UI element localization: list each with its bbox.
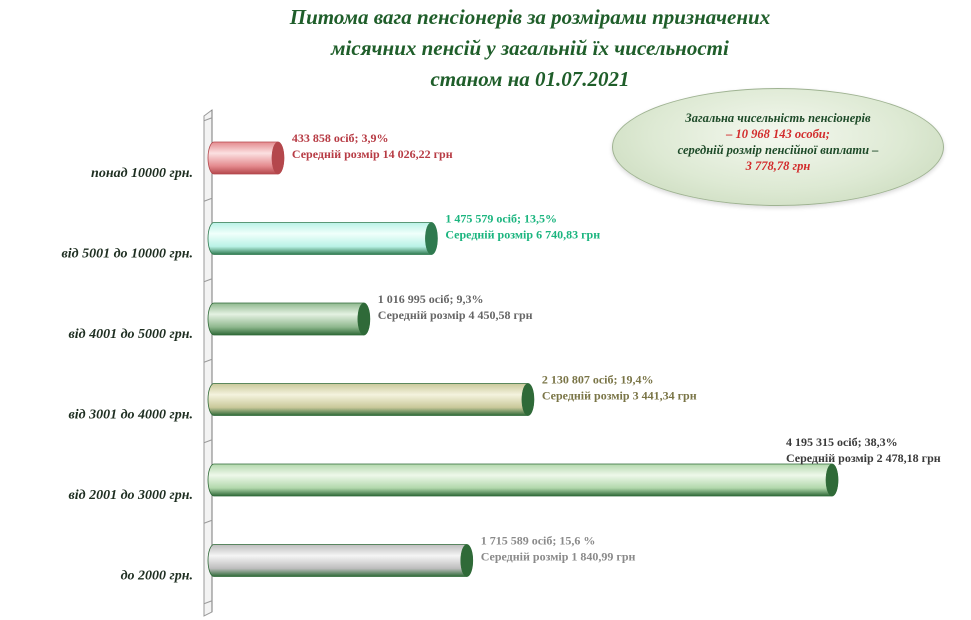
summary-average-label: середній розмір пенсійної виплати – — [677, 143, 879, 157]
data-label-average: Середній розмір 14 026,22 грн — [292, 147, 453, 161]
summary-ellipse: Загальна чисельність пенсіонерів – 10 96… — [612, 88, 944, 206]
data-label-count: 1 715 589 осіб; 15,6 % — [481, 534, 596, 548]
axis-tick — [203, 519, 213, 524]
bar-4 — [207, 463, 839, 497]
data-label-average: Середній розмір 2 478,18 грн — [786, 451, 941, 465]
bar-2 — [207, 302, 371, 336]
bar-cap-5 — [460, 544, 473, 577]
data-label-count: 1 016 995 осіб; 9,3% — [378, 292, 484, 306]
data-label-count: 2 130 807 осіб; 19,4% — [542, 373, 654, 387]
data-label-average: Середній розмір 4 450,58 грн — [378, 308, 533, 322]
bar-cap-4 — [825, 463, 839, 497]
data-label-average: Середній розмір 1 840,99 грн — [481, 550, 636, 564]
chart-title-line-3: станом на 01.07.2021 — [430, 67, 630, 91]
summary-total-value: – 10 968 143 особи; — [726, 127, 830, 141]
axis-tick — [203, 117, 213, 122]
bar-5 — [207, 544, 474, 577]
category-label: до 2000 грн. — [121, 569, 193, 584]
data-label-count: 433 858 осіб; 3,9% — [292, 131, 389, 145]
summary-text: Загальна чисельність пенсіонерів – 10 96… — [613, 110, 943, 174]
axis-tick — [203, 600, 213, 605]
data-label-average: Середній розмір 3 441,34 грн — [542, 389, 697, 403]
category-label: від 5001 до 10000 грн. — [62, 247, 193, 262]
bar-cap-1 — [425, 222, 438, 255]
bar-cap-2 — [357, 302, 371, 336]
bar-cap-0 — [271, 141, 285, 175]
bar-3 — [207, 383, 535, 416]
category-label: понад 10000 грн. — [91, 166, 193, 181]
chart-title-line-1: Питома вага пенсіонерів за розмірами при… — [289, 5, 771, 29]
chart-title-line-2: місячних пенсій у загальній їх чисельнос… — [331, 36, 729, 60]
axis-wall — [203, 109, 213, 617]
bar-cap-3 — [521, 383, 535, 416]
data-label-count: 4 195 315 осіб; 38,3% — [786, 435, 898, 449]
category-label: від 4001 до 5000 грн. — [69, 327, 193, 342]
summary-average-value: 3 778,78 грн — [745, 159, 811, 173]
summary-total-label: Загальна чисельність пенсіонерів — [685, 111, 871, 125]
axis-tick — [203, 439, 213, 444]
category-label: від 3001 до 4000 грн. — [69, 408, 193, 423]
axis-tick — [203, 278, 213, 283]
data-label-average: Середній розмір 6 740,83 грн — [445, 228, 600, 242]
chart-title: Питома вага пенсіонерів за розмірами при… — [230, 2, 830, 95]
axis-tick — [203, 358, 213, 363]
category-label: від 2001 до 3000 грн. — [69, 488, 193, 503]
bar-1 — [207, 222, 438, 255]
axis-tick — [203, 197, 213, 202]
data-label-count: 1 475 579 осіб; 13,5% — [445, 212, 557, 226]
